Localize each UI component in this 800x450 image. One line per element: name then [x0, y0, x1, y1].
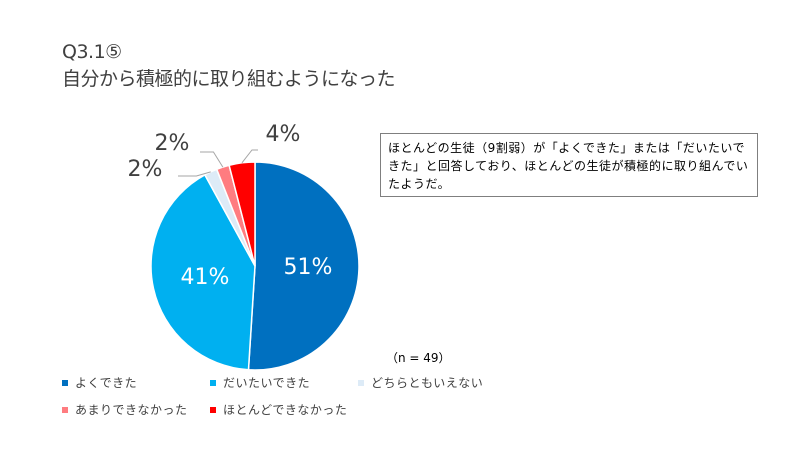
- sample-size-label: （n = 49）: [386, 351, 451, 365]
- leader-lines: [178, 149, 258, 177]
- pie-slice: [247, 161, 360, 371]
- pie-slices: [150, 161, 360, 371]
- data-label: 2%: [128, 157, 163, 182]
- data-label: 4%: [266, 122, 301, 147]
- question-title: 自分から積極的に取り組むようになった: [62, 68, 396, 90]
- data-labels: 51% 41% 2%2% 4%: [128, 122, 333, 290]
- leader-line: [241, 149, 258, 164]
- question-number: Q3.1⑤: [62, 41, 122, 63]
- commentary-box: ほとんどの生徒（9割弱）が「よくできた」または「だいたいできた」と回答しており、…: [380, 133, 758, 197]
- data-label: 2%: [155, 131, 190, 156]
- data-label: 41%: [181, 265, 230, 290]
- leader-line: [178, 171, 211, 177]
- leader-line: [200, 151, 224, 168]
- data-label: 51%: [284, 255, 333, 280]
- pie-slice: [150, 173, 256, 371]
